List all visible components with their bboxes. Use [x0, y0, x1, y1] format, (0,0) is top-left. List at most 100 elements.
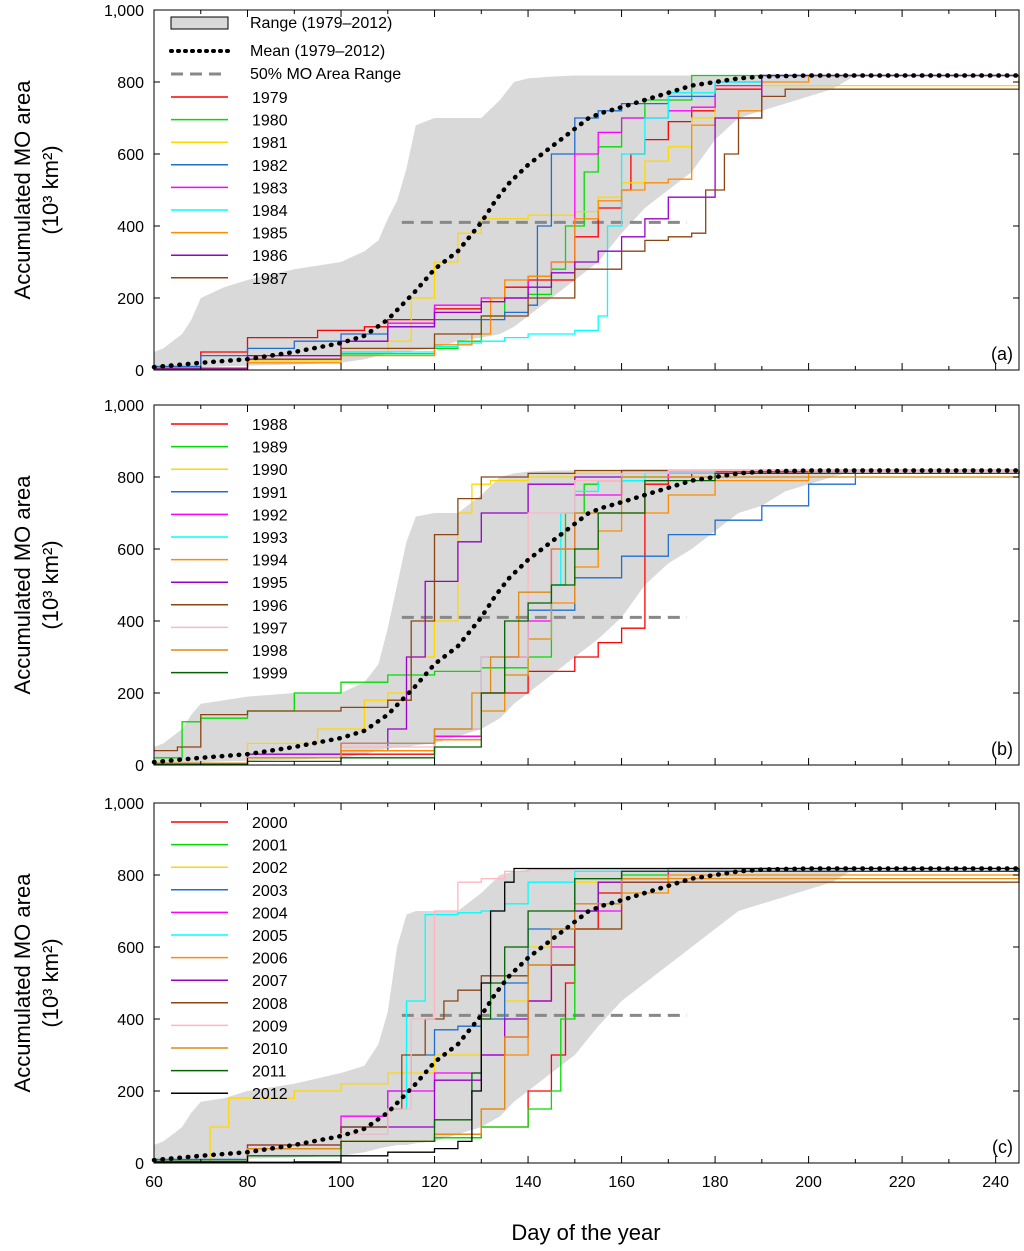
legend-label-2001: 2001: [252, 838, 288, 855]
panel-a-ylabel-line2: (10³ km²): [38, 145, 63, 234]
y-tick-label: 800: [117, 868, 144, 885]
legend-label-1997: 1997: [252, 620, 288, 637]
panel-b-ylabel-line1: Accumulated MO area: [10, 475, 35, 695]
y-tick-label: 600: [117, 940, 144, 957]
legend-label-1999: 1999: [252, 666, 288, 683]
panel-b-ticks: 0 200 400 600 800 1,000: [104, 398, 1019, 775]
y-tick-label: 1,000: [104, 398, 144, 415]
mean-line: [151, 73, 1022, 370]
x-tick-label: 180: [702, 1174, 729, 1191]
legend-label-1988: 1988: [252, 417, 288, 434]
panel-a-label: (a): [991, 344, 1013, 364]
legend-label-1986: 1986: [252, 248, 288, 265]
legend-half-label: 50% MO Area Range: [250, 66, 401, 83]
range-band: [154, 470, 1019, 765]
panel-a-legend: Range (1979–2012) Mean (1979–2012) 50% M…: [169, 15, 401, 83]
series-line-2011: [154, 868, 1020, 1162]
x-tick-label: 60: [145, 1174, 163, 1191]
x-tick-label: 120: [421, 1174, 448, 1191]
y-tick-label: 800: [117, 75, 144, 92]
x-tick-label: 160: [608, 1174, 635, 1191]
series-line-1996: [154, 469, 1019, 752]
legend-label-1983: 1983: [252, 180, 288, 197]
x-tick-label: 240: [982, 1174, 1009, 1191]
panel-b-ylabel-line2: (10³ km²): [38, 540, 63, 629]
legend-mean-label: Mean (1979–2012): [250, 43, 385, 60]
series-line-1990: [154, 469, 1019, 764]
legend-label-1992: 1992: [252, 507, 288, 524]
panel-b-frame: [153, 404, 1020, 766]
y-tick-label: 1,000: [104, 796, 144, 813]
y-tick-label: 600: [117, 542, 144, 559]
panel-b-legend-series: 1988 1989 1990 1991 1992 1993 1994 1995 1996 1997…: [171, 417, 288, 683]
x-tick-label: 80: [239, 1174, 257, 1191]
x-tick-label: 220: [889, 1174, 916, 1191]
panel-a-ticks: 0 200 400 600 800 1,000: [104, 3, 1019, 380]
x-tick-label: 200: [795, 1174, 822, 1191]
series-line-1987: [154, 75, 1020, 370]
y-tick-label: 200: [117, 291, 144, 308]
panel-a: 0 200 400 600 800 1,000 Accumulated MO area (…: [10, 3, 1022, 380]
legend-label-2009: 2009: [252, 1018, 288, 1035]
panel-c-label: (c): [992, 1137, 1013, 1157]
mean-line: [151, 468, 1022, 765]
legend-label-1980: 1980: [252, 113, 288, 130]
legend-label-1996: 1996: [252, 598, 288, 615]
series-line-2012: [154, 867, 1019, 1163]
y-tick-label: 1,000: [104, 3, 144, 20]
legend-label-2007: 2007: [252, 973, 288, 990]
y-tick-label: 200: [117, 1084, 144, 1101]
legend-label-1994: 1994: [252, 553, 288, 570]
legend-label-2010: 2010: [252, 1041, 288, 1058]
y-tick-label: 400: [117, 1012, 144, 1029]
panel-b: 0 200 400 600 800 1,000 Accumulated MO area (…: [10, 398, 1022, 775]
panel-c-ticks: 0 200 400 600 800 1,000 60 80 100 120 140 160 180 200…: [104, 796, 1019, 1191]
y-tick-label: 0: [135, 1156, 144, 1173]
legend-label-1995: 1995: [252, 575, 288, 592]
panel-a-marks: [151, 73, 1022, 370]
range-band: [154, 75, 1019, 370]
series-line-1994: [154, 469, 1019, 764]
panel-a-frame: [153, 9, 1020, 371]
x-tick-label: 100: [328, 1174, 355, 1191]
y-tick-label: 400: [117, 219, 144, 236]
panel-c-ylabel-line2: (10³ km²): [38, 938, 63, 1027]
legend-label-1991: 1991: [252, 485, 288, 502]
panel-b-marks: [151, 468, 1022, 765]
legend-label-2005: 2005: [252, 928, 288, 945]
mean-line: [151, 866, 1022, 1163]
legend-label-1981: 1981: [252, 135, 288, 152]
legend-label-2000: 2000: [252, 815, 288, 832]
legend-label-1993: 1993: [252, 530, 288, 547]
legend-label-1987: 1987: [252, 271, 288, 288]
panel-c-frame: [153, 802, 1020, 1164]
x-axis-label: Day of the year: [511, 1220, 660, 1245]
panel-c-marks: [151, 866, 1022, 1163]
legend-label-2008: 2008: [252, 996, 288, 1013]
legend-label-2012: 2012: [252, 1086, 288, 1103]
panel-a-ylabel-line1: Accumulated MO area: [10, 80, 35, 300]
legend-label-2006: 2006: [252, 951, 288, 968]
legend-label-2004: 2004: [252, 905, 288, 922]
panel-b-label: (b): [991, 739, 1013, 759]
y-tick-label: 0: [135, 363, 144, 380]
y-tick-label: 200: [117, 686, 144, 703]
legend-label-2002: 2002: [252, 860, 288, 877]
legend-label-1990: 1990: [252, 462, 288, 479]
panel-a-legend-series: 1979 1980 1981 1982 1983 1984 1985 1986 1987: [171, 90, 288, 288]
legend-range-label: Range (1979–2012): [250, 15, 392, 32]
legend-label-2003: 2003: [252, 883, 288, 900]
legend-label-1982: 1982: [252, 158, 288, 175]
x-tick-label: 140: [515, 1174, 542, 1191]
legend-label-2011: 2011: [252, 1064, 287, 1081]
y-tick-label: 400: [117, 614, 144, 631]
legend-label-1985: 1985: [252, 226, 288, 243]
y-tick-label: 800: [117, 470, 144, 487]
panel-c: 0 200 400 600 800 1,000 60 80 100 120 140 160 180 200…: [10, 796, 1022, 1245]
legend-label-1979: 1979: [252, 90, 288, 107]
legend-label-1989: 1989: [252, 440, 288, 457]
y-tick-label: 600: [117, 147, 144, 164]
panel-c-ylabel-line1: Accumulated MO area: [10, 873, 35, 1093]
range-band: [154, 868, 1019, 1163]
